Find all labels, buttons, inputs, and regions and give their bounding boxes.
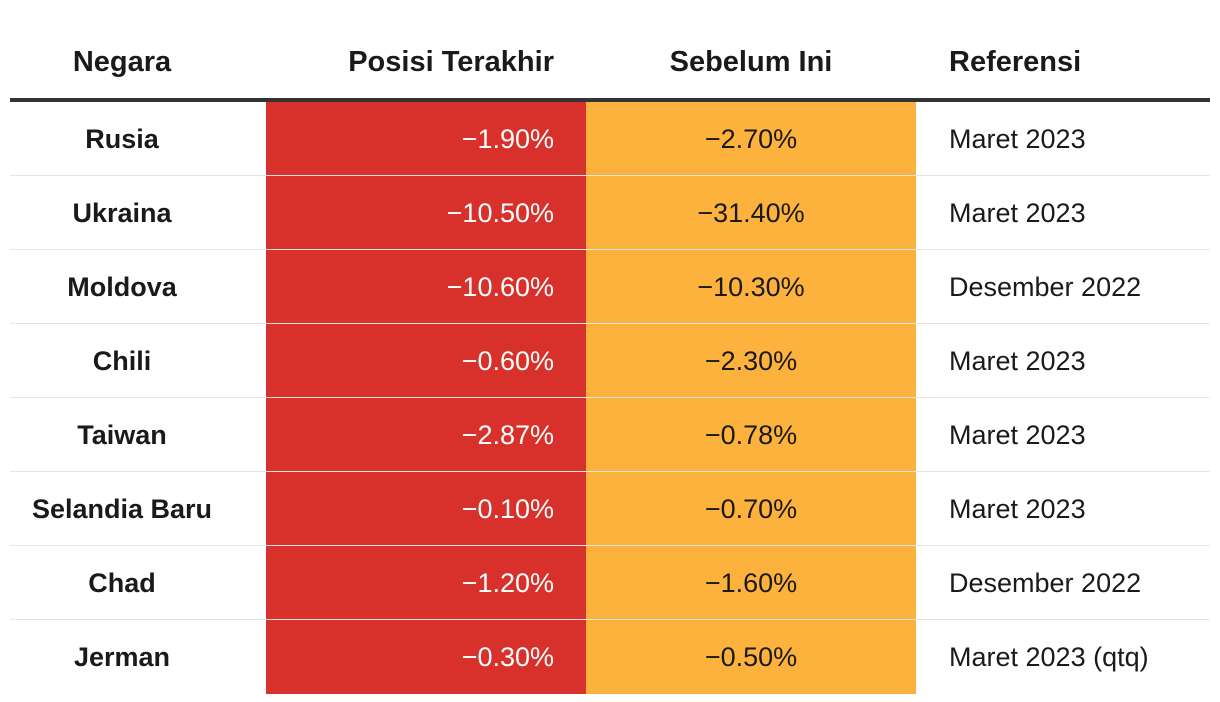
cell-reference: Maret 2023 (qtq) (949, 642, 1149, 672)
table-row: Jerman −0.30% −0.50% Maret 2023 (qtq) (10, 620, 1210, 694)
cell-country: Chili (92, 346, 152, 376)
cell-reference: Maret 2023 (949, 124, 1086, 154)
table-row: Ukraina −10.50% −31.40% Maret 2023 (10, 176, 1210, 251)
header-latest-position: Posisi Terakhir (348, 46, 554, 78)
table-row: Chad −1.20% −1.60% Desember 2022 (10, 546, 1210, 621)
cell-latest-position: −0.10% (266, 472, 586, 546)
table-row: Chili −0.60% −2.30% Maret 2023 (10, 324, 1210, 399)
cell-country: Moldova (67, 272, 177, 302)
cell-country: Selandia Baru (31, 494, 213, 524)
row-separator (10, 619, 1210, 620)
cell-latest-position: −10.50% (266, 176, 586, 250)
cell-reference: Desember 2022 (949, 568, 1142, 598)
table-body: Rusia −1.90% −2.70% Maret 2023 Ukraina −10.50… (10, 102, 1210, 694)
cell-latest-position: −10.60% (266, 250, 586, 324)
row-separator (10, 397, 1210, 398)
cell-reference: Maret 2023 (949, 494, 1086, 524)
cell-latest-position: −2.87% (266, 398, 586, 472)
cell-previous: −1.60% (586, 546, 916, 621)
table-header: Negara Posisi Terakhir Sebelum Ini Refer… (10, 26, 1210, 102)
cell-latest-position: −0.30% (266, 620, 586, 694)
row-separator (10, 249, 1210, 250)
table-row: Taiwan −2.87% −0.78% Maret 2023 (10, 398, 1210, 473)
cell-reference: Maret 2023 (949, 346, 1086, 376)
row-separator (10, 471, 1210, 472)
cell-country: Jerman (73, 642, 171, 672)
cell-country: Ukraina (72, 198, 172, 228)
cell-previous: −0.70% (586, 472, 916, 547)
cell-reference: Maret 2023 (949, 198, 1086, 228)
cell-latest-position: −0.60% (266, 324, 586, 398)
table-row: Selandia Baru −0.10% −0.70% Maret 2023 (10, 472, 1210, 547)
cell-previous: −2.30% (586, 324, 916, 399)
row-separator (10, 175, 1210, 176)
cell-previous: −2.70% (586, 102, 916, 177)
cell-previous: −10.30% (586, 250, 916, 325)
cell-reference: Desember 2022 (949, 272, 1142, 302)
data-table: Negara Posisi Terakhir Sebelum Ini Refer… (10, 26, 1210, 694)
cell-latest-position: −1.20% (266, 546, 586, 620)
header-previous: Sebelum Ini (669, 46, 833, 78)
cell-country: Taiwan (77, 420, 167, 450)
row-separator (10, 545, 1210, 546)
cell-reference: Maret 2023 (949, 420, 1086, 450)
cell-country: Chad (88, 568, 156, 598)
header-reference: Referensi (949, 46, 1082, 78)
cell-latest-position: −1.90% (266, 102, 586, 176)
table-row: Rusia −1.90% −2.70% Maret 2023 (10, 102, 1210, 177)
header-country: Negara (72, 46, 172, 78)
row-separator (10, 323, 1210, 324)
cell-previous: −0.78% (586, 398, 916, 473)
cell-country: Rusia (85, 124, 159, 154)
cell-previous: −31.40% (586, 176, 916, 251)
table-row: Moldova −10.60% −10.30% Desember 2022 (10, 250, 1210, 325)
cell-previous: −0.50% (586, 620, 916, 694)
